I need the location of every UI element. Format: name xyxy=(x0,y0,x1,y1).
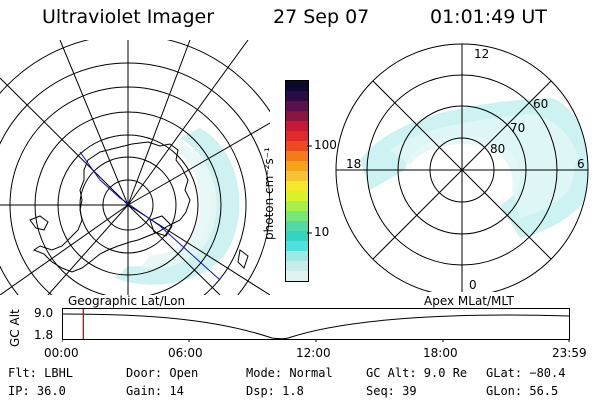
colorbar-segment xyxy=(286,131,308,141)
timeline-x-label: 12:00 xyxy=(296,346,331,360)
magnetic-map xyxy=(335,43,589,292)
timeline-y-axis-label: GC Alt xyxy=(8,309,22,347)
mlt-label-12: 12 xyxy=(474,47,490,61)
geo-meridians xyxy=(0,40,270,295)
colorbar-segment xyxy=(286,241,308,251)
colorbar-unit-label: photon cm⁻²s⁻¹ xyxy=(262,147,276,240)
colorbar-segment xyxy=(286,191,308,201)
door-info: Door: Open xyxy=(126,366,199,380)
mag-lat-label-70: 70 xyxy=(510,121,526,135)
satellite-ground-track xyxy=(79,151,221,281)
colorbar-segment xyxy=(286,231,308,241)
sequence-info: Seq: 39 xyxy=(366,384,417,398)
timeline-y-tick-top: 9.0 xyxy=(34,306,54,320)
mag-lat-label-80: 80 xyxy=(490,142,506,156)
magnetic-projection-label: Apex MLat/MLT xyxy=(424,294,514,308)
coast-fragment xyxy=(149,215,173,237)
colorbar-segment xyxy=(286,121,308,131)
colorbar-segment xyxy=(286,171,308,181)
altitude-timeline xyxy=(62,308,570,342)
colorbar-segment xyxy=(286,201,308,211)
timeline-x-label: 18:00 xyxy=(423,346,458,360)
colorbar-segment xyxy=(286,261,308,271)
observation-time: 01:01:49 UT xyxy=(430,6,547,28)
mlt-label-0: 0 xyxy=(469,278,477,292)
gain-info: Gain: 14 xyxy=(126,384,184,398)
colorbar-segment xyxy=(286,141,308,151)
colorbar-segment xyxy=(286,211,308,221)
timeline-ticks xyxy=(62,339,570,342)
antarctica-coastline xyxy=(32,141,191,273)
colorbar-axis xyxy=(307,145,312,234)
gc-alt-info: GC Alt: 9.0 Re xyxy=(366,366,468,380)
colorbar-segment xyxy=(286,111,308,121)
colorbar-segment xyxy=(286,91,308,101)
ip-info: IP: 36.0 xyxy=(8,384,66,398)
observation-date: 27 Sep 07 xyxy=(273,6,370,28)
colorbar-segment xyxy=(286,81,308,91)
mag-mlt-diagonal xyxy=(372,80,552,260)
mag-lat-label-60: 60 xyxy=(533,97,549,111)
colorbar-segment xyxy=(286,271,308,281)
mode-info: Mode: Normal xyxy=(246,366,333,380)
colorbar-segment xyxy=(286,101,308,111)
coast-fragment xyxy=(29,215,49,231)
instrument-title: Ultraviolet Imager xyxy=(42,6,215,28)
geographic-projection-label: Geographic Lat/Lon xyxy=(68,294,186,308)
geographic-latitude-info: GLat: −80.4 xyxy=(486,366,566,380)
mlt-label-6: 6 xyxy=(577,157,585,171)
colorbar-segment xyxy=(286,161,308,171)
colorbar-segment xyxy=(286,151,308,161)
colorbar-tick-10: 10 xyxy=(314,225,330,239)
mag-aurora-inner xyxy=(390,114,578,218)
coast-fragment xyxy=(237,249,249,269)
geo-aurora-oval xyxy=(115,128,240,285)
timeline-x-label: 06:00 xyxy=(168,346,203,360)
filter-info: Flt: LBHL xyxy=(8,366,74,380)
colorbar-segment xyxy=(286,181,308,191)
timeline-y-tick-bottom: 1.8 xyxy=(34,328,54,342)
altitude-curve xyxy=(62,313,570,340)
colorbar xyxy=(285,80,309,282)
timeline-x-label: 00:00 xyxy=(44,346,79,360)
mlt-label-18: 18 xyxy=(346,157,362,171)
timeline-frame xyxy=(62,308,570,340)
dsp-info: Dsp: 1.8 xyxy=(246,384,304,398)
colorbar-segment xyxy=(286,251,308,261)
geographic-map xyxy=(0,40,270,295)
geo-aurora-inner xyxy=(140,145,217,270)
colorbar-segment xyxy=(286,221,308,231)
timeline-x-label: 23:59 xyxy=(552,346,587,360)
geographic-longitude-info: GLon: 56.5 xyxy=(486,384,559,398)
colorbar-tick-100: 100 xyxy=(314,138,337,152)
